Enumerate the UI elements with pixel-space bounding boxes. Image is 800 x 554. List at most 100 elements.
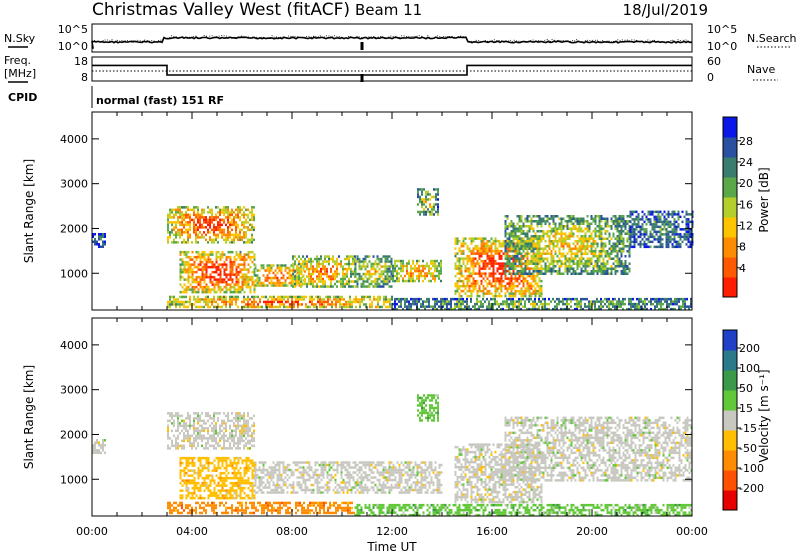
power-cell [651, 210, 654, 214]
power-cell [544, 265, 547, 268]
power-cell [197, 250, 200, 254]
power-cell [424, 264, 426, 268]
power-cell [342, 282, 344, 286]
power-cell [669, 220, 672, 224]
power-cell [313, 298, 315, 301]
velocity-cell [187, 432, 189, 435]
power-cell [253, 288, 256, 291]
power-cell [470, 257, 473, 260]
power-cell [528, 289, 531, 293]
power-cell [676, 297, 678, 301]
power-cell [205, 270, 208, 274]
power-cell [189, 216, 191, 219]
power-cell [590, 217, 593, 220]
power-cell [420, 305, 422, 308]
power-cell [636, 307, 638, 311]
power-cell [633, 240, 636, 244]
noise-right-label: N.Search [747, 32, 797, 45]
velocity-cell [239, 414, 241, 418]
power-cell [506, 242, 509, 245]
power-cell [239, 206, 241, 209]
power-cell [227, 273, 230, 276]
power-cell [526, 235, 529, 238]
power-cell [337, 298, 339, 301]
power-cell [207, 285, 210, 289]
power-cell [510, 244, 513, 248]
power-cell [482, 292, 485, 295]
power-cell [600, 225, 603, 228]
power-cell [354, 257, 356, 261]
power-cell [345, 305, 347, 309]
power-cell [456, 252, 459, 255]
power-cell [100, 233, 102, 236]
power-cell [432, 305, 434, 308]
power-cell [536, 259, 539, 263]
power-cell [201, 253, 204, 256]
power-cell [659, 225, 662, 229]
power-cell [641, 228, 644, 231]
power-cell [294, 285, 296, 288]
power-cell [423, 198, 425, 201]
power-cell [486, 297, 488, 301]
power-cell [219, 263, 222, 266]
power-cell [522, 225, 525, 228]
velocity-cell [245, 429, 247, 433]
power-cell [494, 262, 497, 265]
velocity-cell [245, 432, 247, 435]
velocity-cell [199, 432, 201, 435]
power-cell [215, 255, 218, 259]
velocity-cell [233, 424, 235, 428]
power-cell [526, 250, 529, 253]
power-cell [280, 281, 283, 285]
power-cell [508, 277, 511, 280]
power-cell [394, 267, 396, 270]
power-cell [185, 278, 188, 281]
power-cell [185, 270, 188, 274]
power-cell [223, 278, 226, 281]
power-cell [526, 225, 529, 228]
power-cell [578, 265, 581, 268]
power-cell [256, 284, 259, 287]
velocity-cell [237, 417, 239, 420]
power-cell [671, 238, 674, 241]
velocity-cell [233, 437, 235, 440]
power-cell [562, 242, 565, 245]
power-cell [398, 300, 400, 303]
power-cell [540, 240, 543, 243]
power-cell [408, 305, 410, 308]
power-cell [643, 228, 646, 231]
power-cell [576, 217, 579, 220]
power-cell [221, 233, 223, 237]
power-cell [312, 267, 314, 271]
power-cell [249, 285, 252, 289]
power-cell [476, 247, 479, 250]
power-cell [346, 270, 348, 273]
power-cell [566, 300, 568, 303]
power-cell [606, 262, 609, 265]
power-cell [195, 255, 198, 259]
power-cell [400, 302, 402, 306]
power-cell [514, 257, 517, 260]
power-cell [490, 257, 493, 260]
power-cell [404, 264, 406, 268]
power-cell [586, 257, 589, 260]
power-cell [215, 300, 217, 304]
power-cell [231, 278, 234, 281]
power-cell [506, 262, 509, 265]
power-cell [281, 295, 283, 299]
power-cell [578, 250, 581, 253]
power-cell [689, 245, 692, 249]
power-cell [366, 285, 369, 288]
power-cell [177, 303, 179, 306]
power-cell [582, 242, 585, 245]
power-cell [278, 281, 281, 285]
power-cell [673, 223, 676, 226]
power-cell [500, 272, 503, 275]
velocity-cell [243, 424, 245, 428]
velocity-cell [195, 447, 197, 450]
power-cell [548, 252, 551, 255]
power-cell [518, 244, 521, 248]
power-cell [254, 279, 257, 282]
power-cell [456, 239, 459, 243]
power-cell [604, 250, 607, 253]
